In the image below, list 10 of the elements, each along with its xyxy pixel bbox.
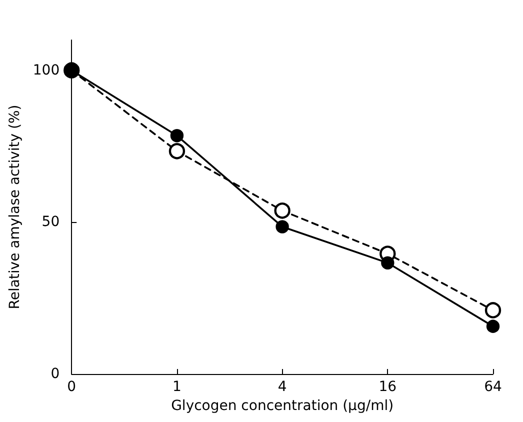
x-tick-label: 16: [378, 379, 397, 395]
x-tick-label: 1: [172, 379, 182, 395]
y-axis-title: Relative amylase activity (%): [7, 104, 23, 310]
y-tick-label: 0: [50, 366, 60, 382]
x-axis-title: Glycogen concentration (μg/ml): [171, 398, 394, 414]
x-tick-label: 4: [278, 379, 287, 395]
x-tick-label: 0: [67, 379, 76, 395]
x-tick-label: 64: [484, 379, 502, 395]
y-tick-label: 50: [42, 214, 60, 230]
y-tick-label: 100: [32, 62, 60, 78]
